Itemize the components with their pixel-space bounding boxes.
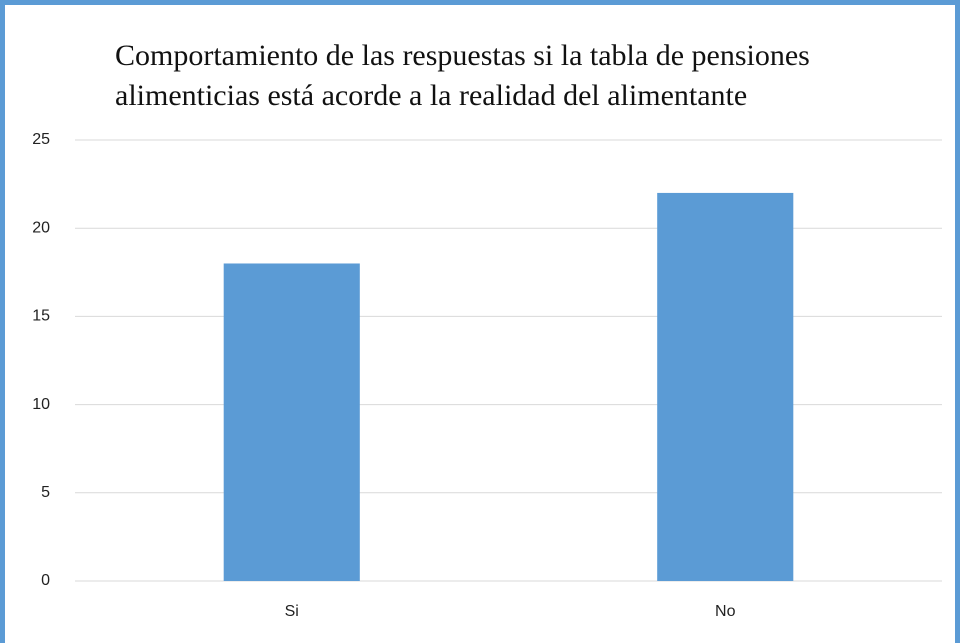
y-tick-label: 5: [41, 484, 50, 501]
y-tick-label: 20: [32, 219, 50, 236]
y-tick-label: 25: [32, 131, 50, 148]
bar: [223, 263, 360, 581]
x-tick-label: No: [715, 603, 736, 620]
x-tick-label: Si: [285, 603, 299, 620]
chart-title: Comportamiento de las respuestas si la t…: [115, 39, 810, 112]
y-tick-label: 10: [32, 396, 50, 413]
y-tick-label: 15: [32, 308, 50, 325]
bar: [657, 192, 794, 582]
y-tick-label: 0: [41, 572, 50, 589]
